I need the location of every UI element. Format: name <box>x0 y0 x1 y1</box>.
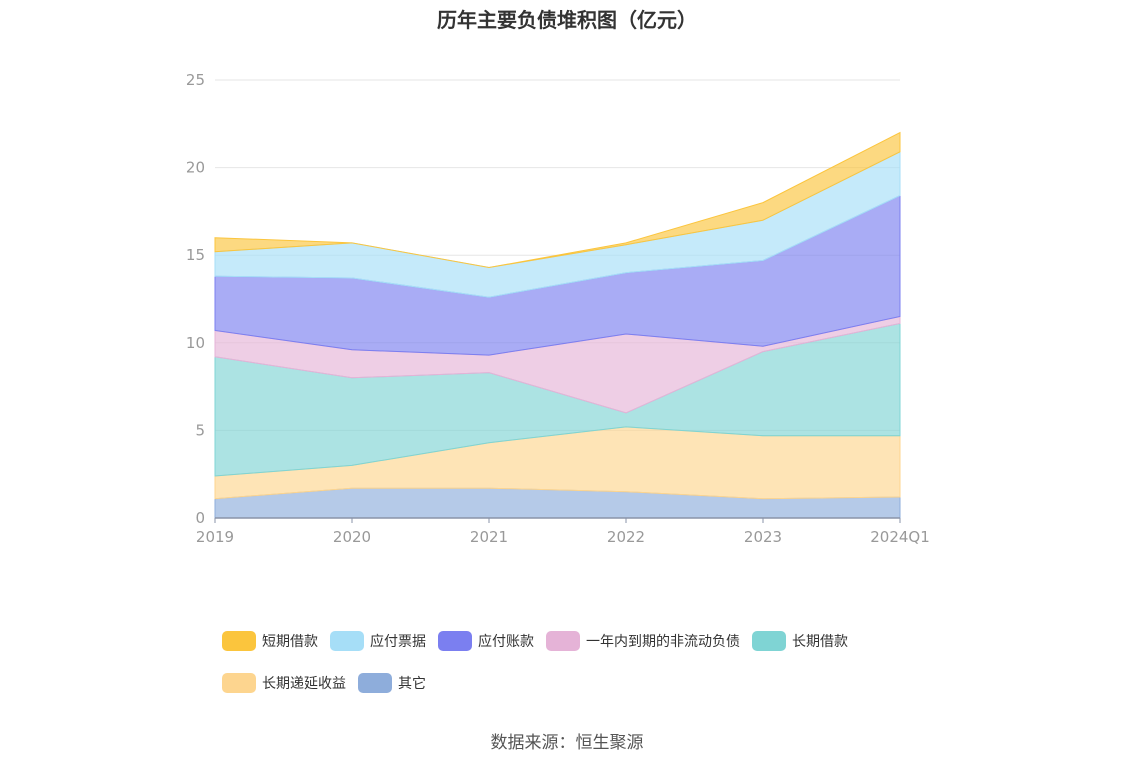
legend: 短期借款 应付票据 应付账款 一年内到期的非流动负债 长期借款长期递延收益 其它 <box>222 630 942 694</box>
legend-label: 一年内到期的非流动负债 <box>586 634 740 650</box>
legend-swatch <box>222 631 256 651</box>
y-tick-label: 15 <box>186 246 205 264</box>
legend-item[interactable]: 长期借款 <box>752 630 848 652</box>
chart-title: 历年主要负债堆积图（亿元） <box>437 8 697 32</box>
x-tick-label: 2022 <box>607 528 645 546</box>
legend-swatch <box>330 631 364 651</box>
stacked-area-chart: 0 5 10 15 20 25 2019 2020 2021 2022 2023 2024Q1 <box>186 71 930 546</box>
x-tick-label: 2019 <box>196 528 234 546</box>
legend-item[interactable]: 长期递延收益 <box>222 672 346 694</box>
legend-label: 长期借款 <box>792 634 848 650</box>
legend-item[interactable]: 短期借款 <box>222 630 318 652</box>
legend-label: 应付票据 <box>370 634 426 650</box>
x-tick-label: 2023 <box>744 528 782 546</box>
area-series-6 <box>214 131 901 269</box>
legend-label: 应付账款 <box>478 634 534 650</box>
y-tick-label: 25 <box>186 71 205 89</box>
axis-layer: 0 5 10 15 20 25 2019 2020 2021 2022 2023 2024Q1 <box>186 71 930 546</box>
legend-row: 短期借款 应付票据 应付账款 一年内到期的非流动负债 长期借款长期递延收益 其它 <box>222 630 942 694</box>
y-tick-label: 5 <box>195 421 205 439</box>
legend-item[interactable]: 应付票据 <box>330 630 426 652</box>
y-tick-label: 10 <box>186 334 205 352</box>
legend-swatch <box>438 631 472 651</box>
data-source: 数据来源：恒生聚源 <box>490 733 644 753</box>
legend-swatch <box>358 673 392 693</box>
legend-swatch <box>752 631 786 651</box>
legend-item[interactable]: 一年内到期的非流动负债 <box>546 630 740 652</box>
legend-label: 短期借款 <box>262 634 318 650</box>
y-tick-label: 0 <box>195 509 205 527</box>
legend-label: 长期递延收益 <box>262 676 346 692</box>
legend-item[interactable]: 其它 <box>358 672 426 694</box>
x-tick-label: 2024Q1 <box>870 528 930 546</box>
x-tick-label: 2021 <box>470 528 508 546</box>
legend-item[interactable]: 应付账款 <box>438 630 534 652</box>
x-tick-label: 2020 <box>333 528 371 546</box>
legend-swatch <box>222 673 256 693</box>
legend-label: 其它 <box>398 676 426 692</box>
y-tick-label: 20 <box>186 159 205 177</box>
area-layer <box>214 131 901 519</box>
legend-swatch <box>546 631 580 651</box>
